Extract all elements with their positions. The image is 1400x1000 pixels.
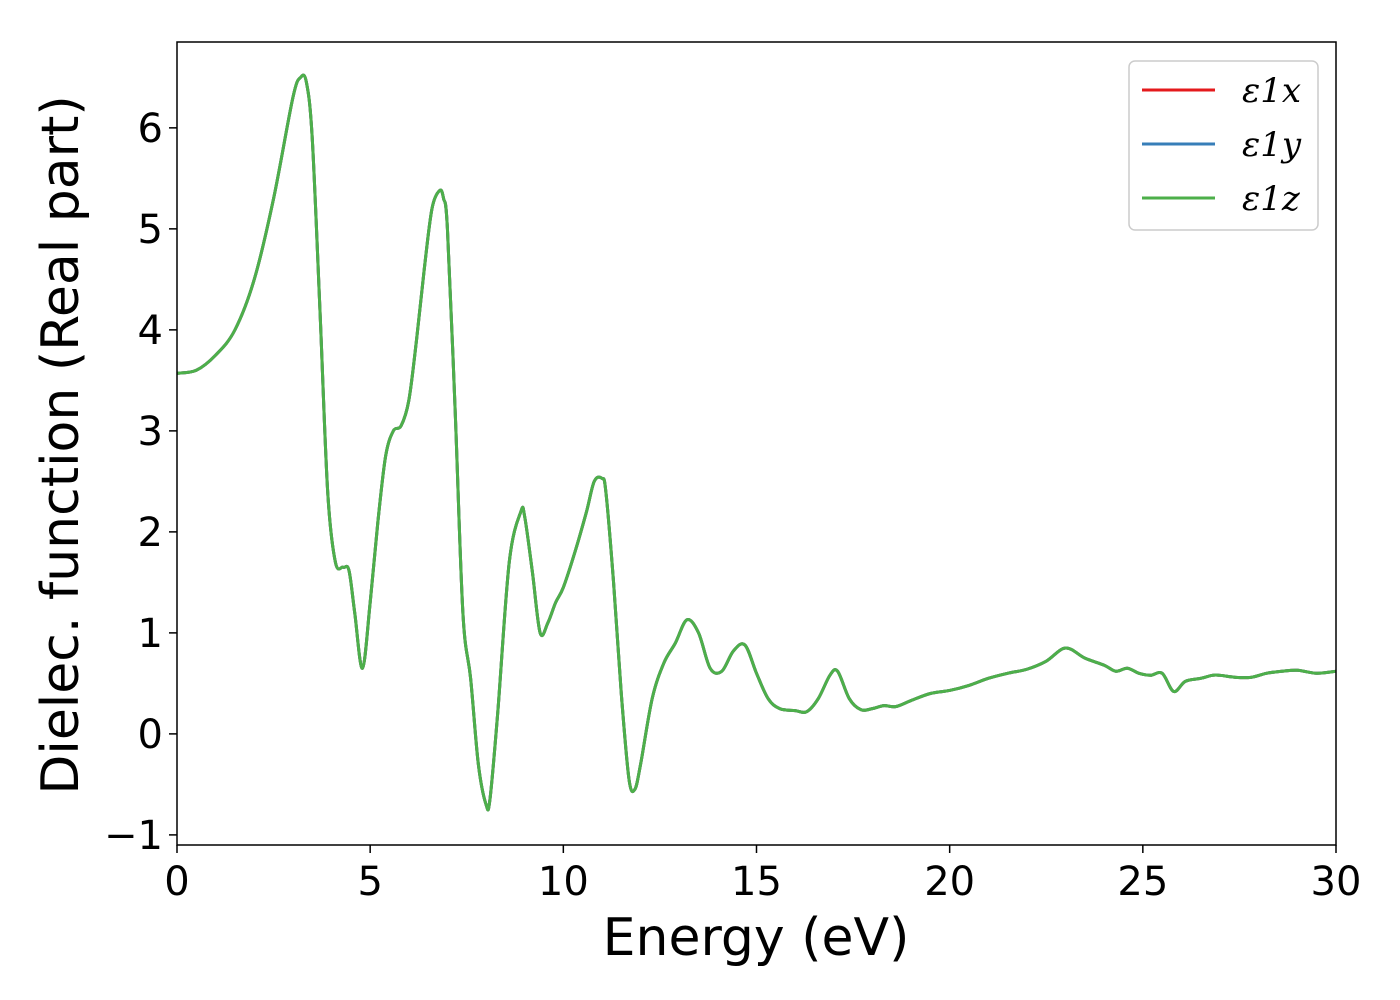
y-tick-label: 0 [138,712,163,758]
legend-label: ε1y [1242,125,1302,165]
x-tick-label: 25 [1117,859,1168,905]
y-tick-label: 2 [138,510,163,556]
y-tick-label: 4 [138,308,163,354]
y-tick-label: 3 [138,409,163,455]
x-axis-title: Energy (eV) [603,908,910,968]
legend-box [1128,60,1319,231]
series-line-3 [177,73,1336,812]
y-tick-label: 6 [138,106,163,152]
x-tick-label: 30 [1311,859,1362,905]
y-tick-label: −1 [104,813,163,859]
y-tick-label: 1 [138,611,163,657]
legend-label: ε1x [1242,71,1301,111]
x-tick-label: 0 [164,859,189,905]
y-tick-label: 5 [138,207,163,253]
x-tick-label: 10 [538,859,589,905]
y-axis-title: Dielec. function (Real part) [31,95,91,794]
legend-label: ε1z [1242,179,1301,219]
legend: ε1x ε1y ε1z [1128,60,1319,231]
x-tick-label: 15 [731,859,782,905]
x-tick-label: 20 [924,859,975,905]
x-tick-label: 5 [357,859,382,905]
